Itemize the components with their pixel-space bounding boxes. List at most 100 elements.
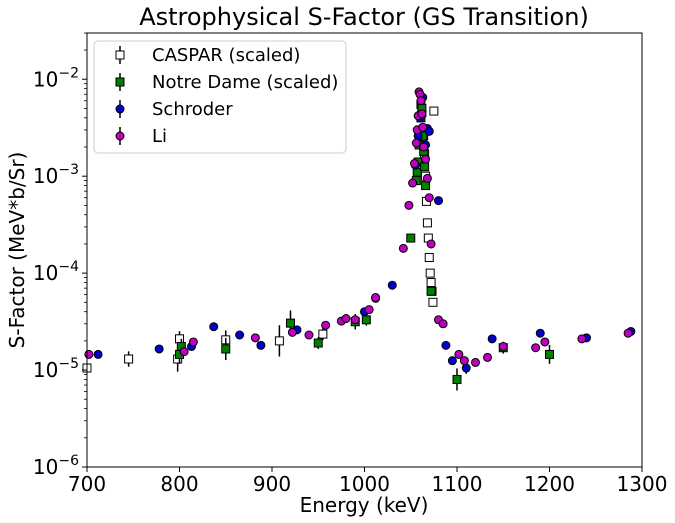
legend-label: CASPAR (scaled) [152,45,300,66]
data-point [577,334,587,344]
legend-marker [115,50,125,60]
data-point [221,344,231,354]
data-point [419,142,429,152]
data-point [545,349,554,359]
data-point [387,280,397,290]
y-tick-base: 10 [33,358,58,382]
y-tick-base: 10 [33,455,58,479]
data-point [438,319,448,329]
data-point [341,314,351,324]
data-point [350,315,360,325]
data-point [422,173,432,183]
data-point [235,330,245,340]
data-point [209,322,219,332]
data-point [424,126,434,136]
data-point [487,334,497,344]
legend-marker [115,77,125,87]
legend-label: Li [152,126,167,147]
data-points [82,87,636,391]
x-tick-label: 900 [253,472,291,496]
data-point [179,347,189,357]
data-point [535,328,545,338]
data-point [398,243,408,253]
data-point [422,218,432,228]
data-point [318,329,328,339]
data-point [471,357,480,367]
legend-marker [115,104,125,114]
x-tick-label: 700 [68,472,106,496]
x-tick-label: 1000 [339,472,390,496]
data-point [623,328,633,338]
data-point [408,178,418,188]
x-tick-label: 1300 [617,472,668,496]
data-point [250,333,260,343]
data-point [498,342,508,352]
data-point [426,239,436,249]
y-tick-label: 10−5 [33,356,79,382]
data-point [426,286,436,296]
y-axis-label: S-Factor (MeV*b/Sr) [5,152,29,349]
data-point [424,193,434,203]
legend-box [93,40,347,154]
data-point [124,354,134,364]
data-point [154,344,164,354]
data-point [416,96,426,106]
data-point [454,349,464,359]
y-tick-exponent: −6 [58,453,79,469]
data-point [93,349,103,359]
data-point [404,200,414,210]
legend-label: Notre Dame (scaled) [152,72,338,93]
data-point [409,159,419,169]
data-point [188,337,198,347]
data-point [434,196,443,206]
data-point [418,122,428,132]
data-point [447,356,457,366]
data-point [411,138,421,148]
data-point [540,337,550,347]
x-tick-label: 800 [160,472,198,496]
data-point [406,233,416,243]
data-point [452,374,462,384]
data-point [428,297,438,307]
data-point [364,305,374,315]
x-tick-label: 1100 [432,472,483,496]
y-tick-base: 10 [33,67,58,91]
data-point [421,154,431,164]
data-point [321,320,331,330]
data-point [425,268,435,278]
data-point [361,315,371,325]
x-tick-label: 1200 [524,472,575,496]
y-axis: 10−610−510−410−310−2 [33,32,87,479]
y-tick-label: 10−2 [33,65,79,91]
data-point [461,363,471,373]
data-point [424,252,434,262]
legend-label: Schroder [152,99,233,120]
data-point [287,327,297,337]
data-point [175,334,184,344]
y-tick-exponent: −5 [58,356,79,372]
y-tick-label: 10−6 [33,453,79,479]
data-point [286,318,295,328]
y-tick-exponent: −4 [58,259,79,275]
data-point [459,356,469,366]
data-point [313,338,323,348]
legend-marker [115,131,125,141]
data-point [417,109,427,119]
data-point [421,181,431,191]
chart-title: Astrophysical S-Factor (GS Transition) [139,3,589,31]
y-tick-exponent: −3 [58,162,79,178]
data-point [531,343,541,353]
data-point [256,340,266,350]
y-tick-label: 10−4 [33,259,79,285]
data-point [483,352,493,362]
legend: CASPAR (scaled) Notre Dame (scaled) Schrod… [93,40,347,154]
data-point [441,340,451,350]
x-axis: 700 800 900 1000 1100 1200 1300 [68,467,668,496]
y-tick-base: 10 [33,164,58,188]
x-axis-label: Energy (keV) [300,493,429,517]
data-point [420,162,430,172]
data-point [371,293,381,303]
data-point [304,330,314,340]
y-tick-label: 10−3 [33,162,79,188]
